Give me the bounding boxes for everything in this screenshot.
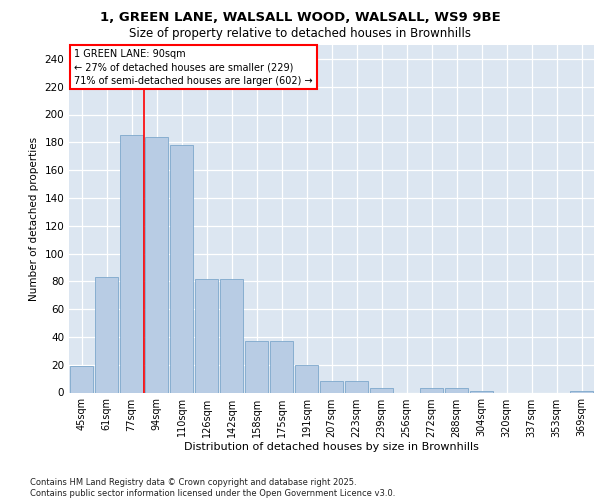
Text: Contains HM Land Registry data © Crown copyright and database right 2025.
Contai: Contains HM Land Registry data © Crown c… [30, 478, 395, 498]
Bar [119, 136, 143, 392]
Bar [445, 388, 469, 392]
Bar [95, 277, 118, 392]
Bar [569, 391, 593, 392]
X-axis label: Distribution of detached houses by size in Brownhills: Distribution of detached houses by size … [184, 442, 479, 452]
Bar [70, 366, 94, 392]
Bar [245, 341, 268, 392]
Bar [320, 382, 343, 392]
Bar [170, 145, 193, 392]
Bar [295, 364, 319, 392]
Bar [194, 278, 218, 392]
Bar [419, 388, 443, 392]
Bar [145, 136, 169, 392]
Bar [220, 278, 244, 392]
Text: 1 GREEN LANE: 90sqm
← 27% of detached houses are smaller (229)
71% of semi-detac: 1 GREEN LANE: 90sqm ← 27% of detached ho… [74, 49, 313, 86]
Bar [470, 391, 493, 392]
Bar [269, 341, 293, 392]
Bar [344, 382, 368, 392]
Bar [370, 388, 394, 392]
Text: 1, GREEN LANE, WALSALL WOOD, WALSALL, WS9 9BE: 1, GREEN LANE, WALSALL WOOD, WALSALL, WS… [100, 11, 500, 24]
Y-axis label: Number of detached properties: Number of detached properties [29, 136, 39, 301]
Text: Size of property relative to detached houses in Brownhills: Size of property relative to detached ho… [129, 27, 471, 40]
